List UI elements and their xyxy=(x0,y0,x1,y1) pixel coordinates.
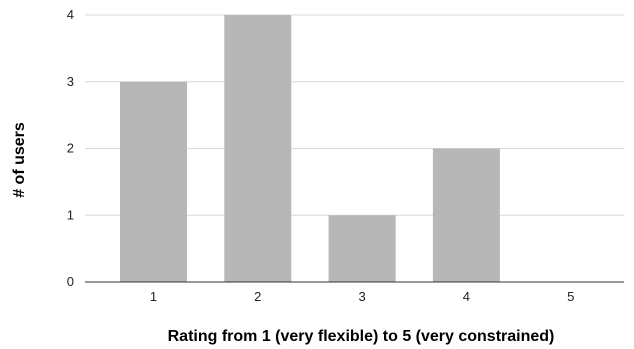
y-tick-label: 3 xyxy=(67,74,74,89)
x-tick-label: 3 xyxy=(358,289,365,304)
y-tick-label: 2 xyxy=(67,141,74,156)
bar-2 xyxy=(224,15,292,282)
x-tick-label: 2 xyxy=(254,289,261,304)
tick-labels: 0 1 2 3 4 1 2 3 4 5 xyxy=(67,7,575,304)
y-tick-label: 0 xyxy=(67,274,74,289)
y-tick-label: 1 xyxy=(67,207,74,222)
bar-3 xyxy=(328,215,396,282)
x-axis-title: Rating from 1 (very flexible) to 5 (very… xyxy=(168,328,555,345)
x-tick-label: 5 xyxy=(567,289,574,304)
bars xyxy=(120,15,500,282)
y-axis-title: # of users xyxy=(11,122,28,198)
x-tick-label: 1 xyxy=(150,289,157,304)
bar-4 xyxy=(432,148,500,282)
x-tick-label: 4 xyxy=(463,289,470,304)
y-tick-label: 4 xyxy=(67,7,74,22)
bar-1 xyxy=(120,81,187,282)
